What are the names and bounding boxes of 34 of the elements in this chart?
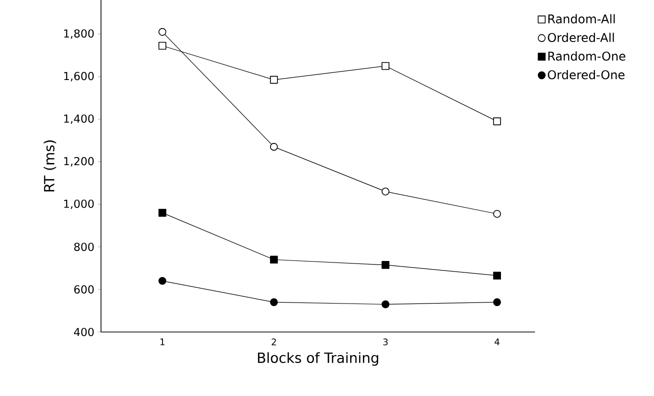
y-tick-label: 1,000 <box>64 200 94 210</box>
y-tick-label: 1,800 <box>64 29 94 39</box>
legend-label: Random-All <box>548 14 615 24</box>
y-tick-label: 600 <box>74 285 94 294</box>
y-tick-label: 400 <box>74 328 94 336</box>
x-tick-label: 2 <box>272 338 276 346</box>
point <box>270 142 278 151</box>
y-tick-label: 1,400 <box>64 114 94 124</box>
x-tick-label: 3 <box>383 338 388 346</box>
point <box>270 76 278 84</box>
x-tick-label: 1 <box>160 338 164 346</box>
point <box>158 28 166 36</box>
point <box>493 117 501 126</box>
legend-label: Random-One <box>548 51 626 61</box>
point <box>382 300 390 308</box>
x-tick-label: 4 <box>494 338 500 346</box>
point <box>270 256 278 264</box>
y-tick-label: 1,200 <box>64 157 94 166</box>
point <box>493 298 501 306</box>
point <box>158 277 166 285</box>
point <box>158 42 166 50</box>
point <box>382 62 390 70</box>
y-axis-title: RT (ms) <box>44 140 56 192</box>
y-tick-label: 1,600 <box>64 72 94 82</box>
point <box>270 298 278 306</box>
x-axis-title: Blocks of Training <box>258 352 378 366</box>
point <box>493 210 501 218</box>
point <box>382 188 390 196</box>
y-tick-label: 800 <box>74 242 94 252</box>
legend-label: Ordered-All <box>548 32 614 42</box>
point <box>158 208 166 217</box>
legend-label: Ordered-One <box>548 70 624 80</box>
point <box>493 272 501 280</box>
point <box>382 261 390 269</box>
